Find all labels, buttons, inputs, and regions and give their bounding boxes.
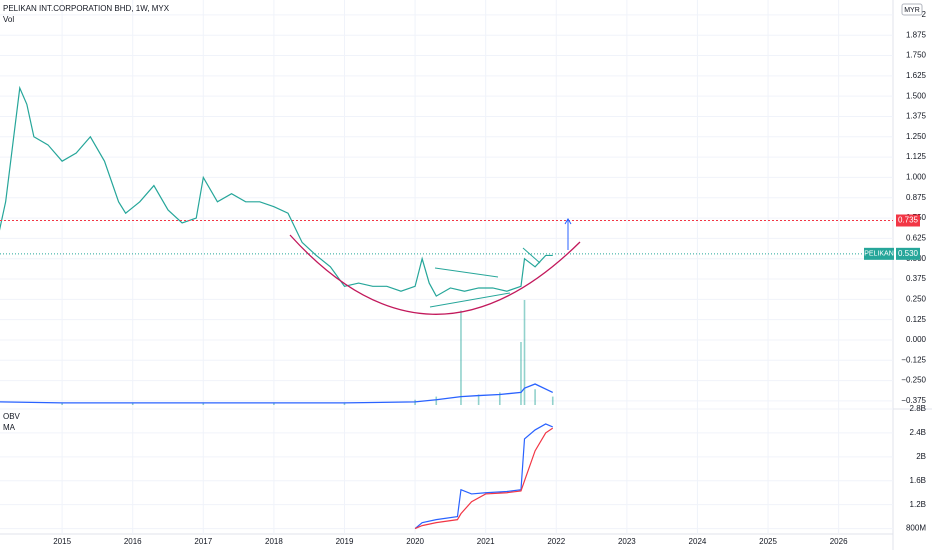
volume-bar — [202, 402, 205, 405]
y-tick-label: 1.875 — [906, 30, 927, 39]
triangle-upper — [434, 267, 499, 278]
y-tick-label: 2.4B — [910, 428, 926, 437]
volume-bar — [435, 396, 438, 405]
volume-bar — [551, 396, 554, 405]
volume-bar — [498, 392, 501, 405]
x-tick-label: 2015 — [53, 537, 71, 546]
y-tick-label: 0.375 — [906, 274, 927, 283]
y-tick-label: 1.2B — [910, 500, 926, 509]
y-tick-label: 1.6B — [910, 476, 926, 485]
x-tick-label: 2024 — [689, 537, 707, 546]
x-tick-label: 2021 — [477, 537, 495, 546]
y-tick-label: 0.875 — [906, 193, 927, 202]
volume-bar — [131, 402, 134, 405]
chart-title: PELIKAN INT.CORPORATION BHD, 1W, MYX — [3, 4, 170, 13]
y-tick-label: 2.8B — [910, 404, 926, 413]
y-tick-label: 1.500 — [906, 91, 927, 100]
last-price-label: 0.530 — [898, 249, 919, 258]
volume-bar — [477, 394, 480, 405]
x-tick-label: 2025 — [759, 537, 777, 546]
x-tick-label: 2019 — [336, 537, 354, 546]
x-tick-label: 2026 — [830, 537, 848, 546]
x-tick-label: 2020 — [406, 537, 424, 546]
y-tick-label: 1.375 — [906, 112, 927, 121]
y-tick-label: −0.250 — [901, 376, 926, 385]
volume-bar — [273, 402, 275, 405]
y-tick-label: −0.375 — [901, 396, 926, 405]
volume-bar — [534, 389, 536, 405]
volume-bar — [61, 402, 63, 405]
y-tick-label: 1.125 — [906, 152, 927, 161]
y-tick-label: 800M — [906, 524, 926, 533]
last-name: PELIKAN — [864, 251, 894, 258]
y-tick-label: 2 — [922, 10, 927, 19]
y-tick-label: 0.625 — [906, 233, 927, 242]
volume-bar — [520, 342, 522, 405]
x-tick-label: 2022 — [547, 537, 565, 546]
ma-label: MA — [3, 423, 16, 432]
x-tick-label: 2017 — [194, 537, 212, 546]
resistance-box — [896, 214, 920, 227]
series-line — [0, 85, 553, 297]
x-tick-label: 2023 — [618, 537, 636, 546]
series-line — [414, 427, 554, 530]
triangle-lower — [429, 292, 511, 308]
last-price-box — [896, 247, 920, 260]
volume-label: Vol — [3, 15, 14, 24]
volume-bar — [460, 310, 462, 405]
flag-line — [522, 247, 541, 264]
y-tick-label: 0.000 — [906, 335, 927, 344]
obv-label: OBV — [3, 412, 21, 421]
volume-bar — [343, 402, 346, 405]
y-tick-label: 1.000 — [906, 173, 927, 182]
y-tick-label: 1.750 — [906, 51, 927, 60]
volume-bar — [523, 300, 526, 405]
y-tick-label: −0.125 — [901, 355, 926, 364]
x-tick-label: 2018 — [265, 537, 283, 546]
arrow-head — [564, 218, 572, 225]
resistance-label: 0.735 — [898, 216, 919, 225]
y-tick-label: 0.250 — [906, 294, 927, 303]
y-tick-label: 2B — [916, 452, 926, 461]
y-tick-label: 1.625 — [906, 71, 927, 80]
currency: MYR — [904, 7, 920, 14]
y-tick-label: 1.250 — [906, 132, 927, 141]
volume-ma — [0, 383, 554, 404]
x-tick-label: 2016 — [124, 537, 142, 546]
series-line — [414, 423, 553, 530]
cup-curve — [289, 234, 581, 315]
currency-box — [901, 3, 923, 16]
y-tick-label: 0.125 — [906, 315, 927, 324]
last-name-box — [864, 247, 894, 260]
